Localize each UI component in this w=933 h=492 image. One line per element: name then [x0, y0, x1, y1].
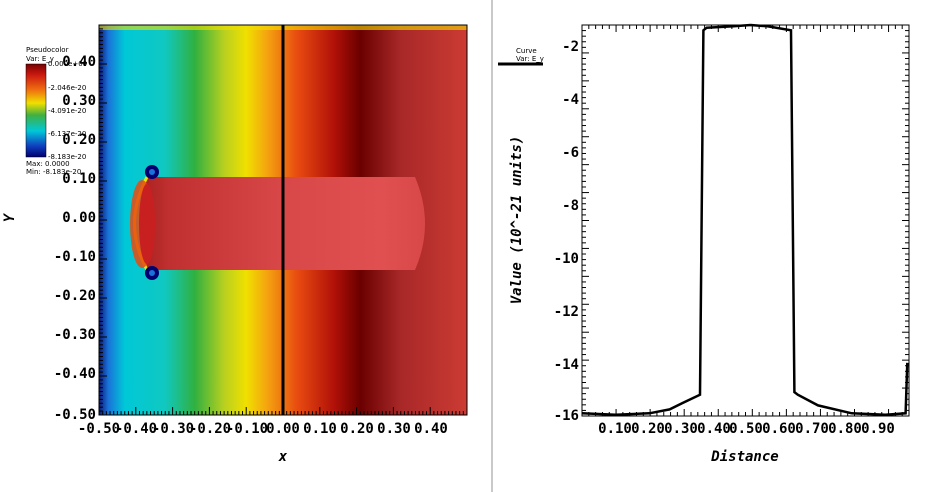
y-tick-label: -0.20 [54, 288, 96, 304]
left-x-axis-title: x [278, 449, 288, 465]
y-tick-label: -16 [554, 408, 579, 424]
y-tick-label: -14 [554, 357, 579, 373]
x-tick-label: 0.30 [664, 421, 698, 437]
y-tick-label: -12 [554, 304, 579, 320]
legend-var: Var: E_y [26, 55, 54, 63]
right-axes-box [581, 24, 910, 417]
y-tick-label: -0.50 [54, 407, 96, 423]
corner-core-bottom [149, 270, 155, 276]
left-tick-marks [98, 24, 468, 416]
legend-title: Pseudocolor [26, 46, 69, 54]
right-y-axis-title: Value (10^-21 units) [509, 136, 525, 305]
pseudocolor-plot: Pseudocolor Var: E_y 0.000e+00 -2.046e-2… [2, 24, 468, 465]
legend-max: Max: 0.0000 [26, 160, 70, 168]
legend-label-0: 0.000e+00 [48, 60, 87, 68]
legend-label-3: -6.137e-20 [48, 130, 86, 138]
left-x-tick-labels: -0.50 -0.40 -0.30 -0.20 -0.10 0.00 0.10 … [78, 421, 448, 437]
slab-left-core [139, 184, 155, 264]
x-tick-label: 0.60 [762, 421, 796, 437]
x-tick-label: -0.20 [189, 421, 231, 437]
x-tick-label: 0.20 [631, 421, 665, 437]
left-y-axis-title: Y [2, 212, 18, 222]
x-tick-label: 0.80 [828, 421, 862, 437]
y-tick-label: -4 [562, 92, 579, 108]
x-tick-label: 0.90 [861, 421, 895, 437]
x-tick-label: -0.50 [78, 421, 120, 437]
right-x-axis-title: Distance [710, 449, 778, 465]
y-tick-label: -2 [562, 39, 579, 55]
x-tick-label: -0.30 [152, 421, 194, 437]
corner-core-top [149, 169, 155, 175]
y-tick-label: 0.00 [62, 210, 96, 226]
y-tick-label: -8 [562, 198, 579, 214]
right-x-tick-labels: 0.10 0.20 0.30 0.40 0.50 0.60 0.70 0.80 … [598, 421, 895, 437]
x-tick-label: -0.40 [115, 421, 157, 437]
x-tick-label: 0.10 [598, 421, 632, 437]
x-tick-label: -0.10 [226, 421, 268, 437]
panel-divider [491, 0, 493, 492]
x-tick-label: 0.50 [729, 421, 763, 437]
legend-label-4: -8.183e-20 [48, 153, 86, 161]
y-tick-label: 0.30 [62, 93, 96, 109]
ey-curve [581, 23, 909, 416]
y-tick-label: -0.10 [54, 249, 96, 265]
y-tick-label: -10 [554, 251, 579, 267]
y-tick-label: 0.20 [62, 132, 96, 148]
y-tick-label: -6 [562, 145, 579, 161]
x-tick-label: 0.00 [266, 421, 300, 437]
x-tick-label: 0.70 [795, 421, 829, 437]
x-tick-label: 0.40 [414, 421, 448, 437]
curve-legend-var: Var: E_y [516, 55, 544, 63]
legend-min: Min: -8.183e-20 [26, 168, 81, 176]
left-y-tick-labels: 0.40 0.30 0.20 0.10 0.00 -0.10 -0.20 -0.… [54, 54, 96, 423]
x-tick-label: 0.20 [340, 421, 374, 437]
curve-legend-title: Curve [516, 47, 537, 55]
legend-label-1: -2.046e-20 [48, 84, 86, 92]
legend-colorbar [25, 63, 47, 158]
curve-plot: Curve Var: E_y -2 -4 -6 -8 -10 -12 -14 -… [498, 23, 910, 465]
x-tick-label: 0.10 [303, 421, 337, 437]
right-y-tick-labels: -2 -4 -6 -8 -10 -12 -14 -16 [554, 39, 579, 424]
y-tick-label: -0.40 [54, 366, 96, 382]
legend-label-2: -4.091e-20 [48, 107, 86, 115]
x-tick-label: 0.40 [697, 421, 731, 437]
x-tick-label: 0.30 [377, 421, 411, 437]
y-tick-label: 0.40 [62, 54, 96, 70]
y-tick-label: 0.10 [62, 171, 96, 187]
y-tick-label: -0.30 [54, 327, 96, 343]
